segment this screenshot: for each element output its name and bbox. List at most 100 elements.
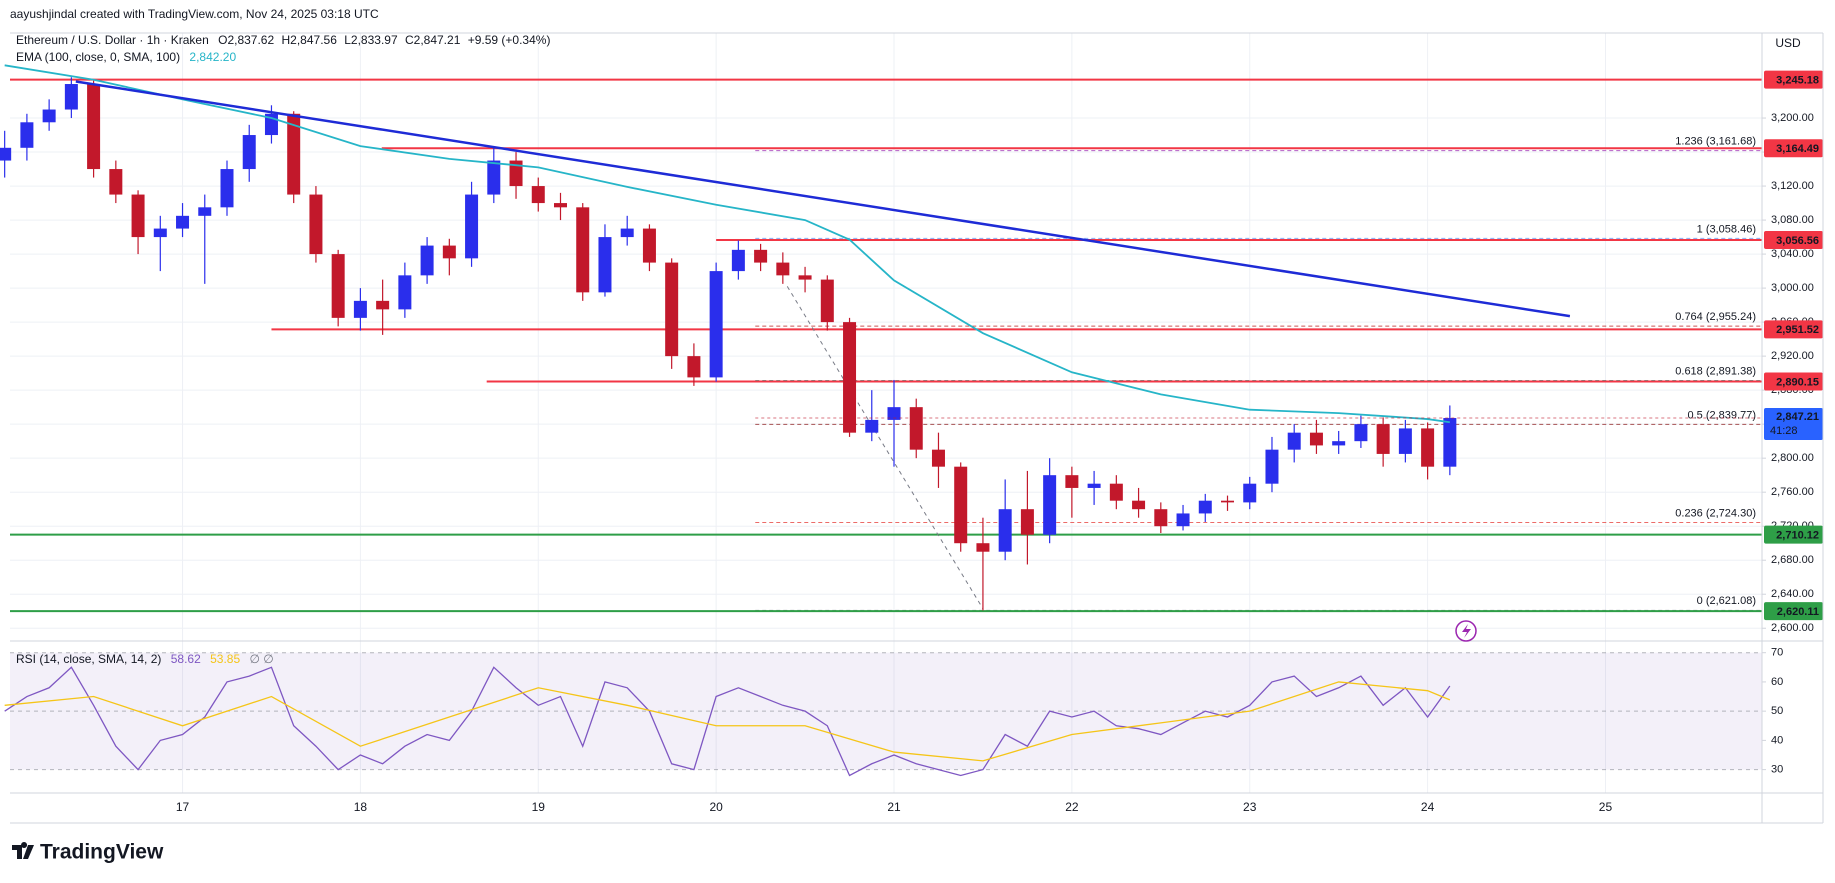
candle-body <box>554 203 568 208</box>
replay-icon[interactable] <box>1455 620 1477 642</box>
y-tick-label: 2,640.00 <box>1771 588 1814 600</box>
candle-body <box>509 160 523 187</box>
rsi-extra: ∅ ∅ <box>249 652 273 666</box>
level-axis-box <box>1764 70 1823 89</box>
candle-body <box>153 228 167 238</box>
x-tick-label: 25 <box>1599 800 1613 814</box>
ohlc-key: O <box>218 33 227 47</box>
x-tick-label: 19 <box>532 800 546 814</box>
candle-body <box>287 113 301 195</box>
candle-body <box>998 509 1012 552</box>
candle-body <box>709 271 723 378</box>
rsi-line <box>4 666 1451 777</box>
grid-layer <box>10 33 1762 793</box>
change: +9.59 (+0.34%) <box>468 33 551 47</box>
logo: TradingView <box>12 841 164 864</box>
rsi-value: 58.62 <box>171 652 201 666</box>
y-tick-label: 3,080.00 <box>1771 214 1814 226</box>
candle-body <box>242 135 256 170</box>
candle-body <box>87 84 101 170</box>
candle-body <box>1243 483 1257 503</box>
level-axis-label: 3,245.18 <box>1776 75 1819 87</box>
symbol-legend: Ethereum / U.S. Dollar · 1h · Kraken O2,… <box>16 33 550 47</box>
candle-body <box>976 543 990 552</box>
y-tick-label: 3,040.00 <box>1771 248 1814 260</box>
candle-body <box>1087 483 1101 488</box>
level-axis-label: 2,710.12 <box>1776 530 1819 542</box>
level-axis-label: 2,951.52 <box>1776 324 1819 336</box>
y-tick-label: 3,200.00 <box>1771 112 1814 124</box>
ema-name: EMA (100, close, 0, SMA, 100) <box>16 50 180 64</box>
candle-body <box>20 122 34 148</box>
level-axis-label: 3,056.56 <box>1776 235 1819 247</box>
candle-body <box>1443 418 1457 467</box>
credit: aayushjindal created with TradingView.co… <box>10 7 379 21</box>
x-tick-label: 21 <box>887 800 901 814</box>
countdown-label: 41:28 <box>1770 425 1798 437</box>
candle-body <box>198 207 212 216</box>
last-price-box <box>1764 408 1823 441</box>
level-axis-label: 3,164.49 <box>1776 143 1819 155</box>
fib-label: 0.764 (2,955.24) <box>1675 311 1756 323</box>
fib-diagonal <box>786 286 984 609</box>
candle-body <box>531 186 545 204</box>
level-axis-box <box>1764 372 1823 391</box>
candle-body <box>865 419 879 433</box>
logo-text: TradingView <box>40 841 164 864</box>
candle-body <box>220 169 234 208</box>
last-price-label: 2,847.21 <box>1776 411 1819 423</box>
logo-mark <box>12 842 34 859</box>
ema-legend: EMA (100, close, 0, SMA, 100) 2,842.20 <box>16 50 236 64</box>
rsi-name: RSI (14, close, SMA, 14, 2) <box>16 652 161 666</box>
symbol: Ethereum / U.S. Dollar · 1h · Kraken <box>16 33 209 47</box>
ohlc-key: H <box>282 33 291 47</box>
ohlc-value: 2,837.62 <box>227 33 274 47</box>
candle-body <box>1176 513 1190 527</box>
trendline <box>75 80 1571 318</box>
y-tick-label: 70 <box>1771 647 1783 659</box>
level-axis-label: 2,890.15 <box>1776 376 1819 388</box>
candle-body <box>843 322 857 433</box>
y-tick-label: 40 <box>1771 734 1783 746</box>
candle-body <box>598 237 612 293</box>
candle-body <box>931 449 945 467</box>
y-tick-label: 3,120.00 <box>1771 180 1814 192</box>
level-axis-box <box>1764 320 1823 339</box>
y-tick-label: 30 <box>1771 764 1783 776</box>
candle-body <box>776 262 790 276</box>
candle-body <box>420 245 434 276</box>
candle-body <box>465 194 479 259</box>
y-tick-label: 2,680.00 <box>1771 554 1814 566</box>
x-tick-label: 22 <box>1065 800 1079 814</box>
currency: USD <box>1775 36 1801 50</box>
candle-body <box>131 194 145 238</box>
candle-body <box>64 84 78 110</box>
y-tick-label: 50 <box>1771 705 1783 717</box>
ohlc-key: L <box>344 33 351 47</box>
ema-value: 2,842.20 <box>189 50 236 64</box>
y-tick-label: 2,760.00 <box>1771 486 1814 498</box>
candle-body <box>109 169 123 195</box>
fib-label: 0.618 (2,891.38) <box>1675 365 1756 377</box>
candle-body <box>820 279 834 323</box>
x-tick-label: 17 <box>176 800 190 814</box>
candle-body <box>754 249 768 263</box>
candle-body <box>665 262 679 357</box>
candle-body <box>376 300 390 310</box>
candle-body <box>398 275 412 310</box>
candle-body <box>353 300 367 318</box>
y-tick-label: 60 <box>1771 676 1783 688</box>
y-tick-label: 3,000.00 <box>1771 282 1814 294</box>
level-axis-box <box>1764 139 1823 158</box>
candle-body <box>620 228 634 238</box>
fib-label: 1 (3,058.46) <box>1697 223 1756 235</box>
candle-body <box>1221 500 1235 503</box>
rsi-ma-value: 53.85 <box>210 652 240 666</box>
candle-body <box>1309 432 1323 446</box>
candle-body <box>954 466 968 544</box>
replay-bolt[interactable] <box>1462 624 1471 638</box>
candle-body <box>1065 475 1079 488</box>
candle-body <box>642 228 656 263</box>
fib-label: 1.236 (3,161.68) <box>1675 136 1756 148</box>
